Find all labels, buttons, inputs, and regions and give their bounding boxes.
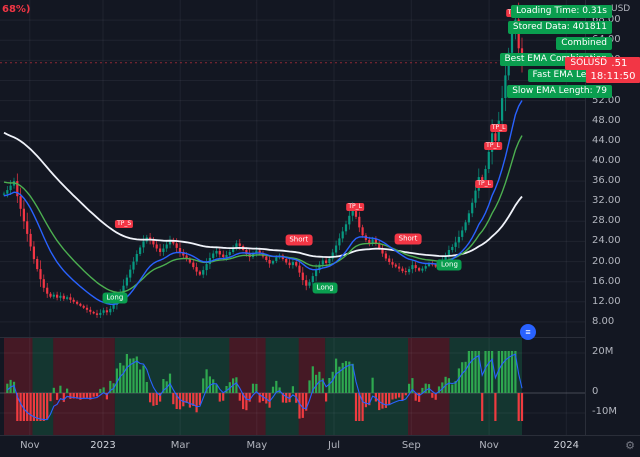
price-tick-label: 52.00 [592, 94, 621, 106]
price-tick-label: 20.00 [592, 255, 621, 267]
price-tick-label: 16.00 [592, 275, 621, 287]
time-axis-label: Nov [479, 440, 499, 451]
currency-label: USD [611, 4, 631, 14]
volume-pane[interactable] [0, 337, 585, 436]
price-tick-label: 48.00 [592, 114, 621, 126]
price-tick-label: 28.00 [592, 215, 621, 227]
time-axis-label: Nov [20, 440, 40, 451]
price-tick-label: 24.00 [592, 235, 621, 247]
last-price-value: 59.51 [598, 57, 628, 69]
price-tick-label: 40.00 [592, 154, 621, 166]
volume-chart-svg[interactable] [0, 338, 585, 436]
signal-label-tp: TP_S [115, 220, 134, 229]
main-price-pane[interactable]: Long TP_S Short Long TP_L Short Long TP_L TP_L TP… [0, 0, 585, 340]
info-row-pill: Combined [556, 37, 612, 50]
time-axis-label: Jul [327, 440, 341, 451]
bar-countdown: 18:11:50 [590, 70, 636, 82]
info-row-pill: Loading Time: 0.31s [510, 5, 612, 18]
volume-ma-line [6, 353, 523, 421]
info-row-pill: Slow EMA Length: 79 [507, 85, 612, 98]
volume-delta-bars [6, 351, 524, 421]
signal-label-long: Long [436, 259, 462, 271]
symbol-price-badge: SOLUSD [565, 56, 612, 70]
signal-label-short: Short [394, 233, 422, 245]
strategy-info-panel: Loading Time: 0.31s Stored Data: 401811 Co… [499, 5, 612, 98]
time-axis-label: May [246, 440, 268, 451]
price-tick-label: 8.00 [592, 315, 615, 327]
ema-line [3, 135, 523, 294]
price-tick-label: 68.00 [592, 14, 621, 26]
price-tick-label: 12.00 [592, 295, 621, 307]
time-axis-label: Mar [170, 440, 190, 451]
ema-line [3, 131, 523, 259]
signal-label-long: Long [312, 282, 338, 294]
signal-label-tp: TP_L [346, 202, 365, 211]
price-tick-label: 44.00 [592, 134, 621, 146]
price-axis[interactable]: USD 68.0064.0060.0056.0052.0048.0044.004… [585, 0, 640, 435]
time-axis[interactable]: Nov 2023 Mar May Jul Sep Nov 2024 ⚙ [0, 435, 640, 457]
signal-labels-layer: Long TP_S Short Long TP_L Short Long TP_L TP_L TP… [102, 8, 524, 304]
price-tick-label: 32.00 [592, 195, 621, 207]
info-row-pill: Stored Data: 401811 [507, 21, 612, 34]
volume-tick-label: -10M [592, 406, 617, 417]
price-tick-label: 36.00 [592, 175, 621, 187]
volume-tick-label: 0 [592, 386, 599, 397]
signal-label-long: Long [102, 292, 128, 304]
price-chart-svg[interactable] [0, 0, 585, 337]
signal-label-short: Short [285, 234, 313, 246]
ema-line [3, 100, 523, 306]
signal-label-tp: TP_L [489, 123, 508, 132]
volume-tick-label: 20M [592, 346, 614, 357]
ticker-change: 68%) [2, 4, 31, 15]
time-axis-label: 2024 [553, 440, 579, 451]
time-axis-label: Sep [401, 440, 421, 451]
signal-label-tp: TP_L [484, 141, 502, 150]
signal-label-tp: TP_L [475, 180, 493, 189]
indicator-logo-button[interactable]: ≡ [520, 324, 536, 340]
time-axis-label: 2023 [90, 440, 116, 451]
axis-settings-gear-icon[interactable]: ⚙ [625, 439, 635, 452]
